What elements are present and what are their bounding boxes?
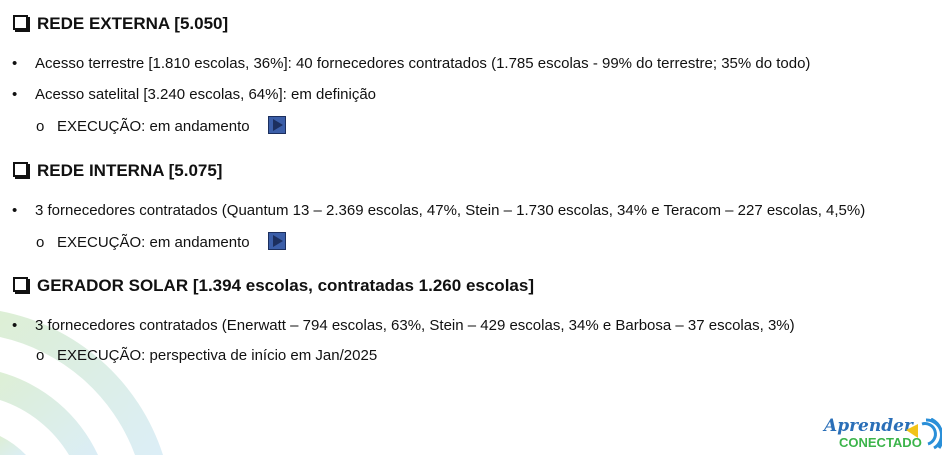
list-item: • 3 fornecedores contratados (Quantum 13 … — [12, 202, 865, 219]
bullet-icon: • — [12, 317, 18, 334]
heading-text: GERADOR SOLAR [1.394 escolas, contratada… — [37, 276, 534, 295]
circle-bullet-icon: o — [36, 234, 45, 251]
sub-item-text: EXECUÇÃO: em andamento — [57, 234, 250, 251]
checkbox-bullet-icon — [13, 277, 28, 292]
heading-rede-interna: REDE INTERNA [5.075] — [13, 161, 222, 181]
list-item: • 3 fornecedores contratados (Enerwatt – … — [12, 317, 795, 334]
sub-list-item: o EXECUÇÃO: em andamento — [36, 232, 286, 251]
list-item: • Acesso terrestre [1.810 escolas, 36%]: … — [12, 55, 810, 72]
heading-text: REDE INTERNA [5.075] — [37, 161, 223, 180]
heading-gerador-solar: GERADOR SOLAR [1.394 escolas, contratada… — [13, 276, 534, 296]
list-item: • Acesso satelital [3.240 escolas, 64%]: … — [12, 86, 376, 103]
sub-list-item: o EXECUÇÃO: em andamento — [36, 116, 286, 135]
sub-list-item: o EXECUÇÃO: perspectiva de início em Jan/… — [36, 347, 377, 364]
list-item-text: 3 fornecedores contratados (Enerwatt – 7… — [35, 317, 795, 334]
circle-bullet-icon: o — [36, 118, 45, 135]
bullet-icon: • — [12, 202, 18, 219]
checkbox-bullet-icon — [13, 162, 28, 177]
sub-item-text: EXECUÇÃO: perspectiva de início em Jan/2… — [57, 347, 378, 364]
sub-item-text: EXECUÇÃO: em andamento — [57, 118, 250, 135]
background-arc — [0, 436, 26, 455]
heading-text: REDE EXTERNA [5.050] — [37, 14, 229, 33]
logo-text-conectado: CONECTADO — [839, 435, 922, 450]
background-arc — [0, 311, 163, 455]
aprender-conectado-logo: Aprender CONECTADO — [822, 416, 942, 452]
play-button[interactable] — [267, 116, 286, 134]
signal-waves-icon — [906, 418, 942, 450]
logo-text-aprender: Aprender — [824, 416, 913, 436]
list-item-text: 3 fornecedores contratados (Quantum 13 –… — [35, 202, 866, 219]
circle-bullet-icon: o — [36, 347, 45, 364]
heading-rede-externa: REDE EXTERNA [5.050] — [13, 14, 228, 34]
checkbox-bullet-icon — [13, 15, 28, 30]
background-arc — [0, 372, 98, 455]
bullet-icon: • — [12, 86, 18, 103]
list-item-text: Acesso terrestre [1.810 escolas, 36%]: 4… — [35, 55, 811, 72]
list-item-text: Acesso satelital [3.240 escolas, 64%]: e… — [35, 86, 377, 103]
bullet-icon: • — [12, 55, 18, 72]
play-button[interactable] — [267, 232, 286, 250]
